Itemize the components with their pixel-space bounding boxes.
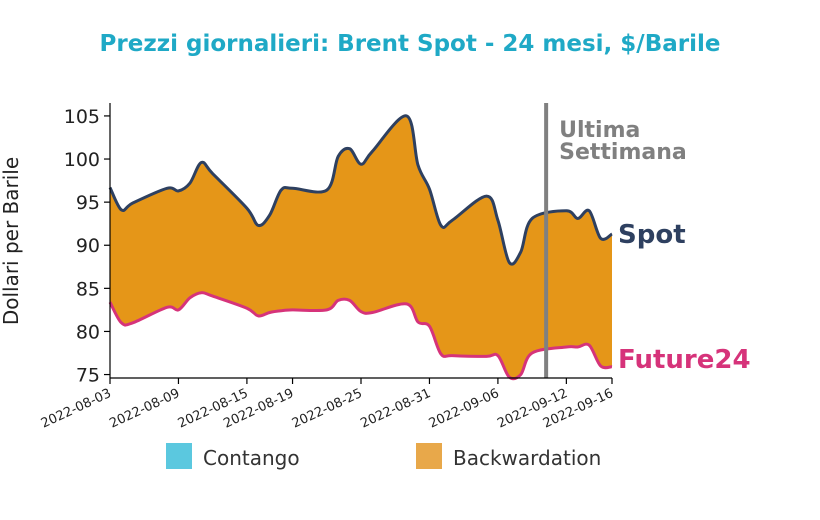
legend-swatch-backwardation: [416, 443, 442, 469]
x-tick-label: 2022-09-06: [427, 386, 502, 432]
y-tick-label: 90: [76, 235, 100, 257]
y-tick-label: 105: [64, 106, 100, 128]
legend-label-contango: Contango: [203, 446, 300, 470]
y-tick-label: 85: [76, 278, 100, 300]
backwardation-fill: [110, 115, 612, 379]
spot-line: [108, 114, 613, 266]
y-axis-label: Dollari per Barile: [0, 157, 23, 325]
future24-line: [108, 291, 613, 381]
last-week-annotation: Settimana: [559, 140, 687, 165]
last-week-annotation: Ultima: [559, 118, 640, 143]
legend: Contango Backwardation: [166, 443, 601, 470]
y-tick-label: 95: [76, 192, 100, 214]
legend-label-backwardation: Backwardation: [453, 446, 601, 470]
y-tick-label: 80: [76, 321, 100, 343]
x-tick-label: 2022-08-31: [358, 386, 433, 432]
x-tick-label: 2022-08-25: [290, 386, 365, 432]
future24-series-label: Future24: [618, 345, 751, 375]
spot-series-label: Spot: [618, 220, 686, 250]
y-tick-label: 75: [76, 365, 100, 387]
x-tick-label: 2022-08-09: [107, 386, 182, 432]
chart-title: Prezzi giornalieri: Brent Spot - 24 mesi…: [100, 31, 721, 57]
y-tick-label: 100: [64, 149, 100, 171]
legend-swatch-contango: [166, 443, 192, 469]
x-tick-label: 2022-08-03: [39, 386, 114, 432]
